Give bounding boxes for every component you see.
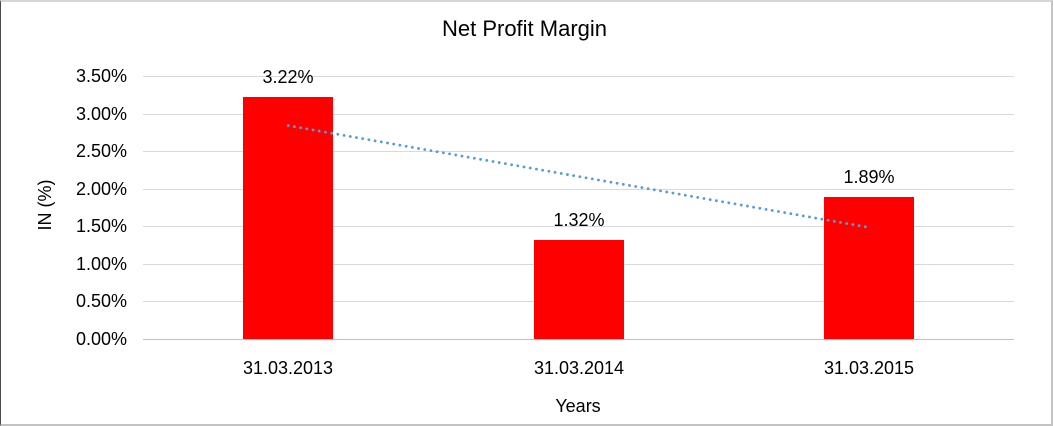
- chart-title: Net Profit Margin: [441, 16, 608, 41]
- bar-value-label: 1.32%: [553, 210, 605, 230]
- y-axis-title: IN (%): [35, 179, 55, 231]
- y-tick-label: 0.00%: [75, 329, 127, 349]
- gridline: [143, 114, 1014, 115]
- y-tick-label: 0.50%: [75, 291, 127, 311]
- gridline: [143, 76, 1014, 77]
- y-tick-label: 1.50%: [75, 216, 127, 236]
- y-tick-label: 2.00%: [75, 179, 127, 199]
- y-tick-label: 3.00%: [75, 104, 127, 124]
- gridline: [143, 339, 1014, 340]
- x-tick-label: 31.03.2014: [533, 358, 625, 378]
- bar-31.03.2013: [243, 97, 333, 339]
- x-tick-label: 31.03.2013: [242, 358, 334, 378]
- bar-31.03.2015: [824, 197, 914, 339]
- y-tick-label: 1.00%: [75, 254, 127, 274]
- y-tick-label: 2.50%: [75, 141, 127, 161]
- x-axis-title: Years: [555, 396, 601, 416]
- bar-value-label: 3.22%: [262, 67, 314, 87]
- y-tick-label: 3.50%: [75, 66, 127, 86]
- bar-value-label: 1.89%: [843, 167, 895, 187]
- x-tick-label: 31.03.2015: [823, 358, 915, 378]
- bar-31.03.2014: [534, 240, 624, 339]
